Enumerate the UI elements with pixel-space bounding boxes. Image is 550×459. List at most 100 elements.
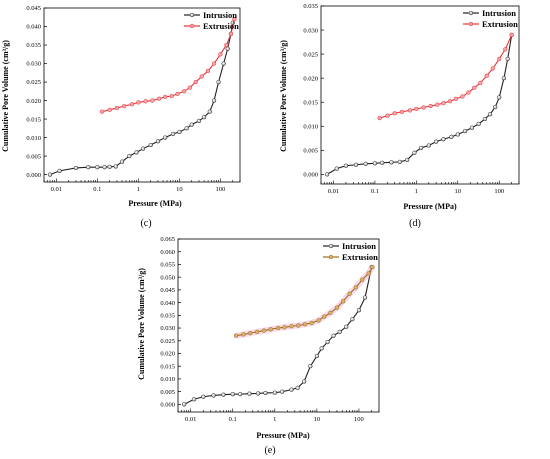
data-point [484, 73, 489, 78]
data-point [201, 115, 207, 120]
data-point [435, 102, 440, 107]
data-point [476, 121, 481, 127]
data-point [302, 322, 308, 327]
y-tick-label: 0.035 [160, 313, 175, 320]
data-point [129, 102, 135, 107]
data-point [501, 76, 507, 81]
x-tick-label: 1 [137, 186, 140, 193]
data-point [392, 111, 397, 116]
data-point [156, 96, 162, 101]
data-point [193, 79, 198, 85]
y-tick-label: 0.030 [160, 325, 175, 332]
data-point [337, 329, 342, 335]
data-point [302, 379, 307, 384]
data-point [289, 387, 294, 392]
data-point [453, 96, 459, 101]
data-point [199, 74, 204, 79]
x-tick-label: 1 [273, 416, 276, 423]
legend-label-intrusion: Intrusion [342, 241, 376, 251]
y-tick-label: 0.025 [303, 51, 318, 58]
x-tick-label: 100 [354, 416, 364, 423]
data-point [334, 166, 339, 171]
legend-label-extrusion: Extrusion [342, 252, 378, 262]
y-axis-title: Cumulative Pore Volume (cm³/g) [137, 268, 146, 380]
data-point [360, 277, 365, 282]
data-point [334, 305, 340, 310]
x-tick-label: 0.1 [93, 186, 101, 193]
data-point [407, 108, 413, 113]
panel-label: (e) [264, 445, 275, 456]
data-point [181, 89, 187, 94]
data-point [460, 94, 465, 99]
data-point [353, 162, 359, 167]
data-point [107, 107, 112, 112]
series-line-extrusion [101, 18, 236, 113]
legend-label-intrusion: Intrusion [203, 10, 237, 20]
data-point [211, 393, 216, 398]
data-point [399, 109, 405, 114]
legend-label-extrusion: Extrusion [203, 21, 239, 31]
data-point [224, 42, 229, 48]
y-tick-label: 0.035 [303, 3, 318, 10]
y-tick-label: 0.020 [26, 98, 41, 105]
data-point [175, 91, 180, 97]
data-point [230, 392, 235, 397]
data-point [289, 324, 294, 329]
data-point [275, 325, 281, 331]
data-point [99, 109, 105, 114]
data-point [86, 165, 91, 170]
data-point [211, 98, 217, 103]
data-point [221, 392, 226, 397]
y-tick-label: 0.005 [303, 148, 318, 155]
data-point [247, 391, 252, 396]
series-line-extrusion [235, 266, 373, 337]
data-point [95, 165, 100, 170]
data-point [414, 106, 419, 112]
data-point [163, 94, 168, 99]
data-point [389, 160, 394, 165]
data-point [148, 142, 153, 148]
data-point [207, 109, 212, 114]
data-point [232, 16, 237, 22]
data-point [433, 139, 439, 144]
y-tick-label: 0.060 [160, 249, 175, 256]
x-tick-label: 0.01 [51, 186, 62, 193]
data-point [462, 128, 468, 134]
data-point [191, 397, 197, 402]
y-tick-label: 0.035 [26, 42, 41, 49]
y-tick-label: 0.015 [303, 99, 318, 106]
data-point [47, 172, 53, 177]
data-point [136, 100, 141, 105]
data-point [478, 80, 483, 86]
x-tick-label: 0.01 [185, 416, 196, 423]
legend-marker [189, 12, 195, 18]
data-point [322, 314, 327, 319]
x-tick-label: 100 [216, 186, 226, 193]
data-point [426, 143, 431, 148]
y-tick-label: 0.050 [160, 274, 175, 281]
data-point [412, 150, 417, 155]
plot-frame [43, 7, 241, 183]
data-point [201, 394, 206, 399]
data-point [343, 163, 349, 168]
y-tick-label: 0.065 [160, 236, 175, 243]
data-point [295, 385, 300, 390]
data-point [372, 161, 378, 166]
data-point [140, 146, 146, 151]
data-point [233, 333, 239, 338]
data-point [324, 172, 330, 177]
data-point [509, 32, 514, 38]
data-point [428, 103, 433, 109]
y-tick-label: 0.000 [160, 402, 175, 409]
data-point [472, 85, 477, 90]
data-point [380, 160, 385, 165]
data-point [503, 47, 508, 52]
data-point [377, 115, 382, 121]
data-point [225, 46, 230, 51]
series-line-intrusion [326, 34, 513, 175]
data-point [163, 135, 168, 140]
plot-frame [177, 238, 380, 413]
x-tick-label: 10 [314, 416, 321, 423]
panel-label: (c) [140, 218, 151, 229]
